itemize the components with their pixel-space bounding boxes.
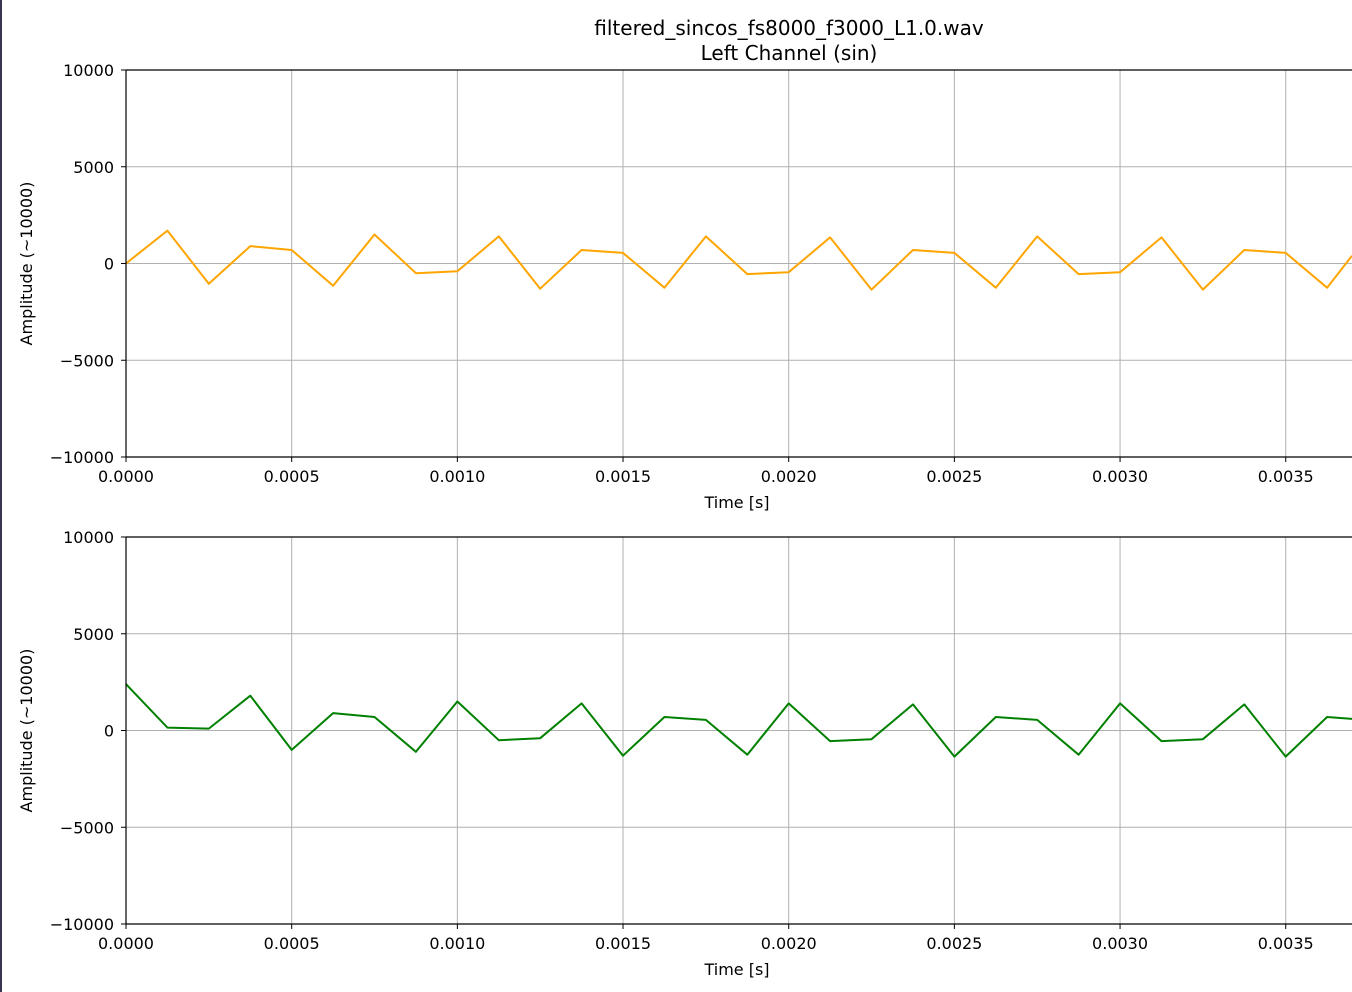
x-tick-label: 0.0005 bbox=[264, 467, 320, 486]
x-tick-label: 0.0020 bbox=[761, 934, 817, 953]
charts-group: 0.0000 0.0005 0.0010 0.0015 0.0020 0.0025 0.00… bbox=[17, 61, 1352, 979]
y-axis-label: Amplitude (~10000) bbox=[17, 182, 36, 346]
y-axis-label: Amplitude (~10000) bbox=[17, 649, 36, 813]
y-tick-label: 0 bbox=[104, 722, 114, 741]
y-tick-label: −10000 bbox=[50, 448, 114, 467]
x-tick-label: 0.0030 bbox=[1092, 467, 1148, 486]
y-tick-label: 0 bbox=[104, 255, 114, 274]
y-tick-label: 10000 bbox=[63, 61, 114, 80]
window-edge bbox=[0, 0, 2, 992]
x-tick-label: 0.0000 bbox=[98, 467, 154, 486]
y-tick-label: 10000 bbox=[63, 528, 114, 547]
x-axis-label: Time [s] bbox=[703, 493, 769, 512]
subplot-2: 0.0000 0.0005 0.0010 0.0015 0.0020 0.0025 0.00… bbox=[17, 528, 1352, 979]
y-tick-label: 5000 bbox=[73, 625, 114, 644]
x-tick-label: 0.0010 bbox=[429, 467, 485, 486]
series-line-1 bbox=[125, 229, 1352, 291]
figure-title-line1: filtered_sincos_fs8000_f3000_L1.0.wav bbox=[594, 16, 984, 40]
x-tick-label: 0.0025 bbox=[926, 467, 982, 486]
x-tick-label: 0.0035 bbox=[1258, 934, 1314, 953]
y-tick-label: −5000 bbox=[60, 818, 114, 837]
subplot-1: 0.0000 0.0005 0.0010 0.0015 0.0020 0.0025 0.00… bbox=[17, 61, 1352, 512]
x-tick-label: 0.0010 bbox=[429, 934, 485, 953]
y-tick-label: −5000 bbox=[60, 351, 114, 370]
x-tick-label: 0.0015 bbox=[595, 934, 651, 953]
y-tick-label: 5000 bbox=[73, 158, 114, 177]
x-tick-label: 0.0035 bbox=[1258, 467, 1314, 486]
x-tick-label: 0.0030 bbox=[1092, 934, 1148, 953]
x-tick-label: 0.0000 bbox=[98, 934, 154, 953]
x-tick-label: 0.0020 bbox=[761, 467, 817, 486]
x-tick-label: 0.0025 bbox=[926, 934, 982, 953]
figure-title-line2: Left Channel (sin) bbox=[701, 41, 878, 65]
y-tick-label: −10000 bbox=[50, 915, 114, 934]
x-tick-label: 0.0005 bbox=[264, 934, 320, 953]
x-tick-label: 0.0015 bbox=[595, 467, 651, 486]
x-axis-label: Time [s] bbox=[703, 960, 769, 979]
series-line-1 bbox=[125, 683, 1352, 758]
